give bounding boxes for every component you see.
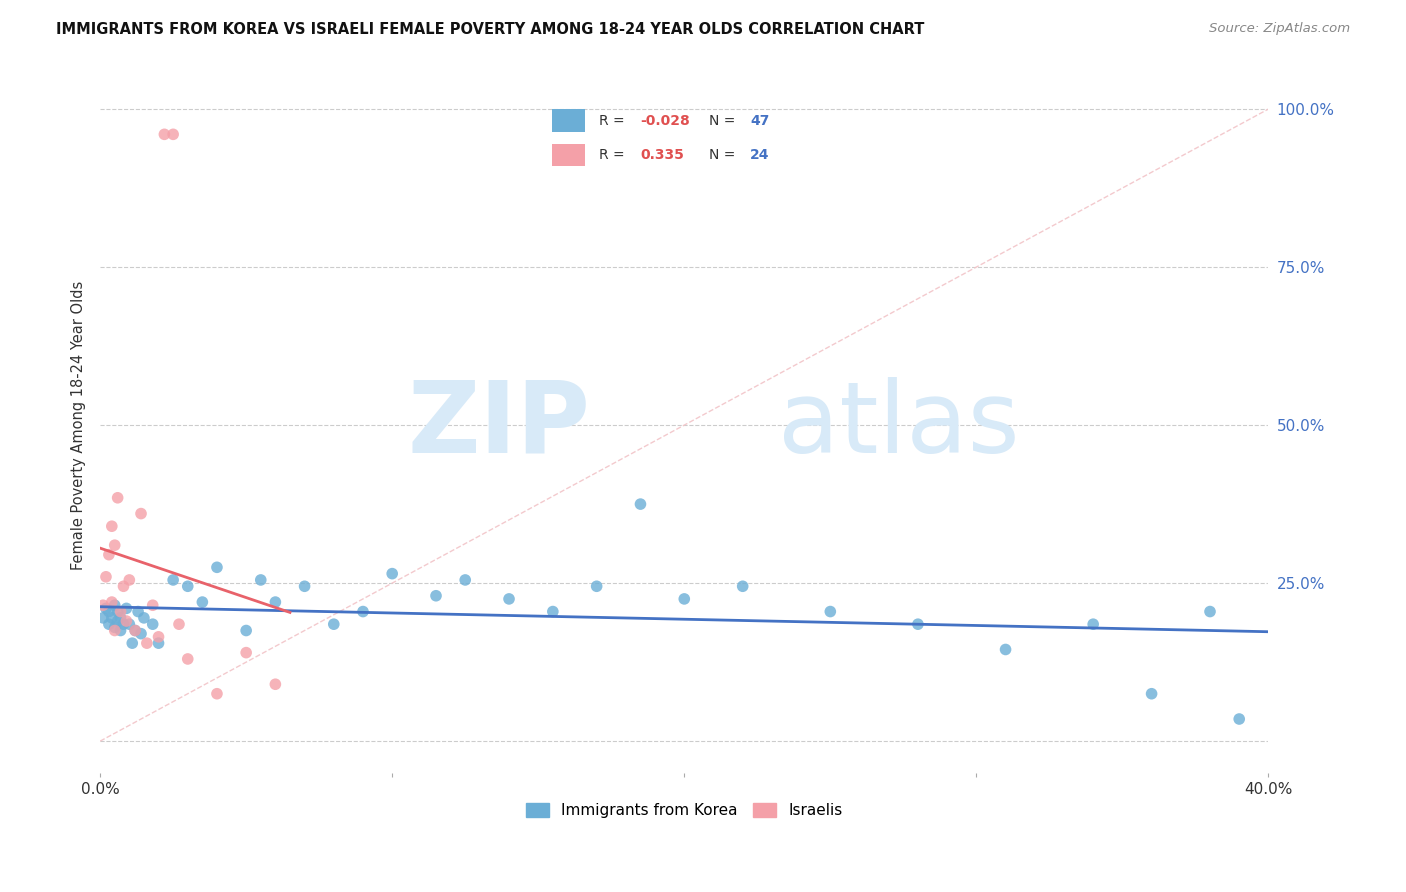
Point bbox=[112, 617, 135, 632]
Point bbox=[148, 630, 170, 644]
Text: atlas: atlas bbox=[778, 376, 1019, 474]
Point bbox=[731, 579, 754, 593]
Point bbox=[630, 497, 652, 511]
Point bbox=[1083, 617, 1105, 632]
Point bbox=[820, 605, 842, 619]
Legend: Immigrants from Korea, Israelis: Immigrants from Korea, Israelis bbox=[520, 797, 849, 824]
Point bbox=[135, 636, 157, 650]
Point bbox=[673, 591, 696, 606]
Point bbox=[112, 579, 135, 593]
Point bbox=[142, 599, 165, 613]
Point bbox=[205, 687, 228, 701]
Point bbox=[101, 519, 124, 533]
Point bbox=[322, 617, 344, 632]
Point bbox=[91, 611, 114, 625]
Point bbox=[1140, 687, 1163, 701]
Point bbox=[454, 573, 477, 587]
Point bbox=[104, 624, 127, 638]
Point bbox=[235, 646, 257, 660]
Point bbox=[177, 652, 200, 666]
Point bbox=[994, 642, 1017, 657]
Point bbox=[585, 579, 607, 593]
Text: ZIP: ZIP bbox=[408, 376, 591, 474]
Point bbox=[94, 601, 117, 615]
Point bbox=[118, 617, 141, 632]
Point bbox=[177, 579, 200, 593]
Point bbox=[205, 560, 228, 574]
Point bbox=[127, 605, 149, 619]
Point bbox=[142, 617, 165, 632]
Point bbox=[148, 636, 170, 650]
Point bbox=[191, 595, 214, 609]
Point bbox=[104, 538, 127, 552]
Point bbox=[1227, 712, 1250, 726]
Point bbox=[541, 605, 564, 619]
Point bbox=[132, 611, 155, 625]
Point bbox=[101, 611, 124, 625]
Point bbox=[129, 507, 152, 521]
Point bbox=[1199, 605, 1222, 619]
Point bbox=[107, 614, 129, 628]
Point bbox=[425, 589, 447, 603]
Point bbox=[162, 128, 184, 142]
Point bbox=[167, 617, 190, 632]
Point bbox=[94, 570, 117, 584]
Point bbox=[124, 624, 146, 638]
Point bbox=[162, 573, 184, 587]
Point bbox=[249, 573, 271, 587]
Y-axis label: Female Poverty Among 18-24 Year Olds: Female Poverty Among 18-24 Year Olds bbox=[72, 280, 86, 570]
Point bbox=[101, 595, 124, 609]
Point bbox=[91, 599, 114, 613]
Text: Source: ZipAtlas.com: Source: ZipAtlas.com bbox=[1209, 22, 1350, 36]
Text: IMMIGRANTS FROM KOREA VS ISRAELI FEMALE POVERTY AMONG 18-24 YEAR OLDS CORRELATIO: IMMIGRANTS FROM KOREA VS ISRAELI FEMALE … bbox=[56, 22, 925, 37]
Point bbox=[129, 626, 152, 640]
Point bbox=[110, 624, 132, 638]
Point bbox=[97, 605, 120, 619]
Point bbox=[107, 491, 129, 505]
Point bbox=[115, 601, 138, 615]
Point bbox=[907, 617, 929, 632]
Point bbox=[235, 624, 257, 638]
Point bbox=[118, 573, 141, 587]
Point bbox=[97, 548, 120, 562]
Point bbox=[107, 605, 129, 619]
Point bbox=[121, 636, 143, 650]
Point bbox=[352, 605, 374, 619]
Point bbox=[115, 614, 138, 628]
Point bbox=[110, 611, 132, 625]
Point bbox=[110, 605, 132, 619]
Point bbox=[97, 617, 120, 632]
Point bbox=[264, 677, 287, 691]
Point bbox=[153, 128, 176, 142]
Point bbox=[104, 620, 127, 634]
Point bbox=[294, 579, 316, 593]
Point bbox=[124, 624, 146, 638]
Point bbox=[381, 566, 404, 581]
Point bbox=[104, 599, 127, 613]
Point bbox=[498, 591, 520, 606]
Point bbox=[264, 595, 287, 609]
